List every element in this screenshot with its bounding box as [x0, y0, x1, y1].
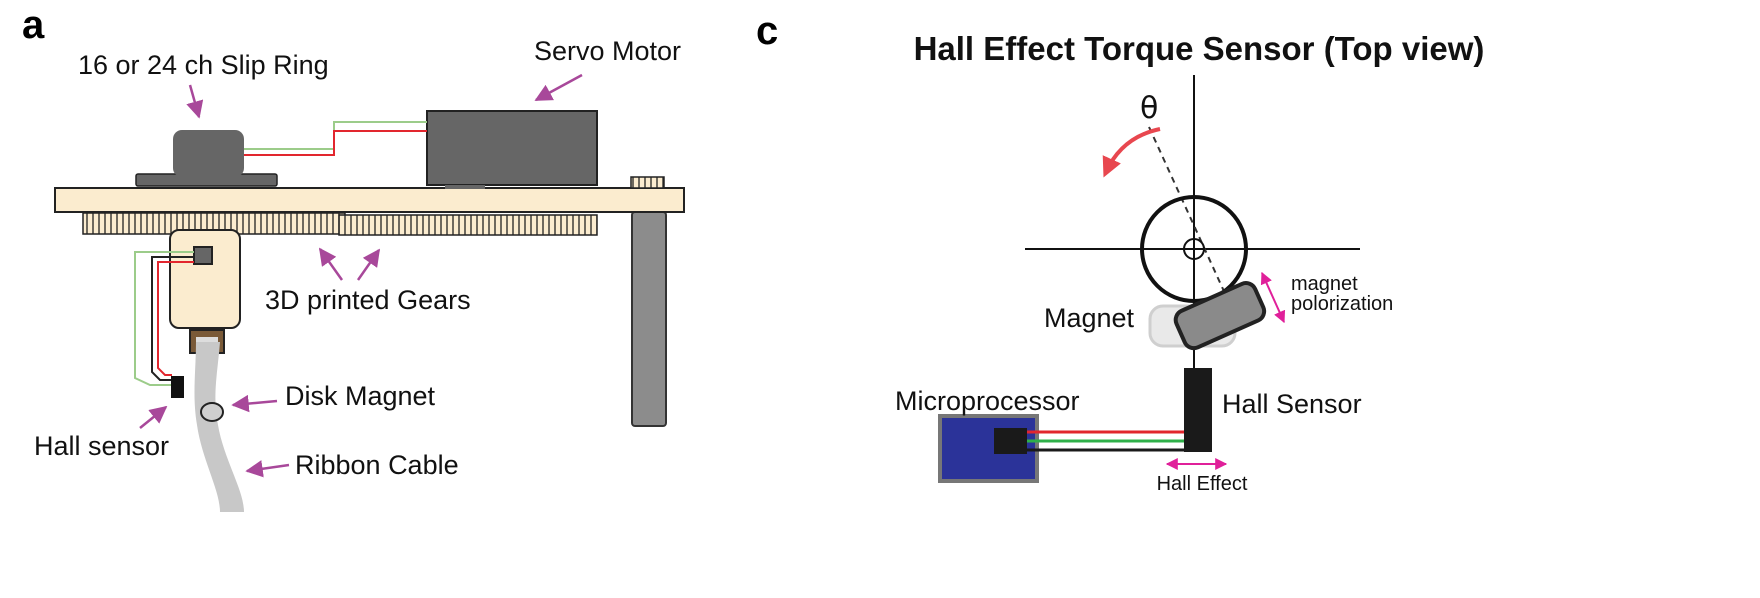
label-hall-effect: Hall Effect [1157, 473, 1248, 495]
panel-c-letter: c [756, 9, 778, 53]
label-magnet: Magnet [1044, 303, 1135, 333]
panel-c: c Hall Effect Torque Sensor (Top view) θ… [756, 9, 1484, 495]
servo-motor [426, 110, 598, 186]
arrow-ribbon-cable [245, 460, 290, 478]
polarization-arrow [1260, 271, 1286, 324]
arrow-slip-ring [186, 84, 204, 119]
label-hall-sensor-c: Hall Sensor [1222, 389, 1362, 419]
gear-right [338, 214, 598, 236]
hall-sensor-c [1184, 368, 1212, 452]
label-polarization-line2: polorization [1291, 293, 1393, 315]
arrow-servo-motor [534, 73, 583, 102]
label-gears: 3D printed Gears [265, 285, 471, 315]
arrow-disk-magnet [231, 394, 278, 413]
ribbon-cable [194, 342, 244, 512]
rotor-center [1183, 238, 1205, 260]
label-slip-ring: 16 or 24 ch Slip Ring [78, 50, 329, 80]
support-leg [631, 211, 667, 427]
panel-a: a [22, 3, 685, 512]
arrow-hall-sensor [139, 405, 168, 429]
rotor-circle [1140, 195, 1248, 303]
rotation-arrow [1102, 127, 1161, 178]
base-plate [54, 187, 685, 213]
hall-chip-top [193, 246, 213, 265]
panel-c-title: Hall Effect Torque Sensor (Top view) [914, 30, 1485, 67]
magnet-rotated [1173, 281, 1267, 351]
knob [630, 176, 665, 189]
slip-ring [173, 130, 244, 177]
angle-reference-line [1148, 126, 1239, 323]
label-disk-magnet: Disk Magnet [285, 381, 436, 411]
label-servo-motor: Servo Motor [534, 36, 681, 66]
panel-a-letter: a [22, 3, 45, 47]
label-microprocessor: Microprocessor [895, 386, 1080, 416]
arrow-gear-left [318, 247, 344, 281]
label-hall-sensor-a: Hall sensor [34, 431, 169, 461]
theta-label: θ [1140, 91, 1158, 126]
label-ribbon-cable: Ribbon Cable [295, 450, 459, 480]
microprocessor-chip [994, 428, 1027, 454]
label-polarization-line1: magnet [1291, 273, 1358, 295]
hall-sensor-a [171, 376, 184, 398]
arrow-gear-right [356, 248, 381, 281]
disk-magnet [200, 402, 224, 422]
rotor-housing [169, 229, 241, 329]
